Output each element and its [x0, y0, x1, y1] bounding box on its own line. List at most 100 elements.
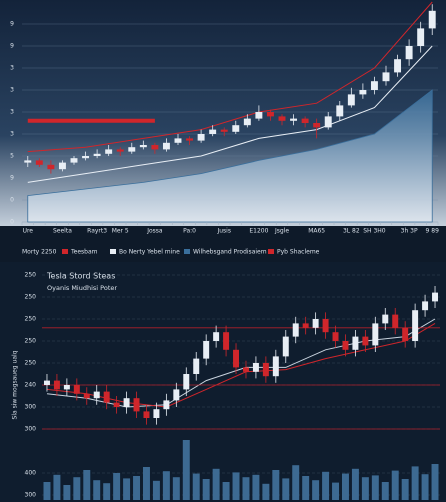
volume-bar: [371, 475, 379, 500]
volume-bar: [381, 482, 389, 500]
y-tick-label: 250: [25, 272, 37, 279]
candle-body: [382, 314, 389, 324]
volume-bar: [411, 466, 419, 500]
y-tick-label: 300: [25, 404, 37, 411]
volume-bar: [272, 470, 280, 500]
candle-body: [243, 118, 251, 126]
line: [27, 1, 433, 153]
y-tick-label: 3: [10, 87, 14, 94]
volume-bar: [332, 482, 340, 500]
candle-body: [163, 400, 170, 410]
y-tick-label: 5: [10, 153, 14, 160]
y-tick-label: 250: [25, 338, 37, 345]
volume-bar: [162, 471, 170, 500]
candle-body: [53, 380, 60, 390]
candle-body: [174, 138, 182, 143]
candle-body: [282, 336, 289, 357]
candle-body: [342, 341, 349, 350]
x-tick-label: 3h 3P: [401, 228, 418, 235]
candle-body: [223, 332, 230, 350]
legend-title: Morty 2250: [22, 249, 57, 256]
candle-body: [332, 332, 339, 341]
legend-label: Bo Nerty Yebel mine: [119, 249, 180, 256]
legend-swatch: [110, 249, 116, 254]
candle-body: [312, 319, 319, 328]
x-tick-label: Ure: [23, 228, 34, 235]
volume-bar: [232, 472, 240, 500]
x-tick-label: Mer 5: [112, 228, 129, 235]
candle-body: [302, 323, 309, 328]
candle-body: [432, 292, 439, 302]
volume-bar: [152, 480, 160, 500]
y-tick-label: 300: [25, 492, 37, 499]
candle-body: [133, 398, 140, 412]
candle-body: [405, 46, 413, 60]
volume-bar: [113, 473, 121, 500]
candle-body: [63, 385, 70, 390]
x-tick-label: Jusis: [216, 228, 231, 235]
candle-body: [186, 138, 194, 141]
candle-body: [272, 356, 279, 377]
candle-body: [242, 367, 249, 372]
x-tick-label: Pa:0: [183, 228, 196, 235]
volume-bar: [182, 440, 190, 500]
candle-body: [213, 332, 220, 341]
candle-body: [232, 125, 240, 132]
volume-bar: [322, 471, 330, 500]
candle-body: [352, 336, 359, 350]
candle-body: [347, 94, 355, 106]
legend-swatch: [184, 249, 190, 254]
candle-body: [47, 164, 55, 170]
candle-body: [336, 105, 344, 117]
candle-body: [162, 142, 170, 150]
x-tick-label: 9 89: [426, 228, 440, 235]
candle-body: [113, 402, 120, 407]
volume-bar: [192, 473, 200, 500]
volume-bar: [53, 474, 61, 500]
volume-bar: [391, 470, 399, 500]
candle-body: [43, 380, 50, 385]
candle-body: [193, 358, 200, 374]
x-tick-label: Seelta: [53, 228, 72, 235]
volume-bar: [431, 464, 439, 500]
candle-body: [422, 301, 429, 311]
legend-label: Pyb Shacleme: [277, 249, 320, 256]
volume-bar: [361, 477, 369, 500]
candle-body: [35, 160, 43, 165]
x-tick-label: SH 3H0: [363, 228, 386, 235]
candle-body: [417, 28, 425, 46]
candle-body: [266, 112, 274, 117]
legend-swatch: [268, 249, 274, 254]
candle-body: [143, 411, 150, 418]
y-tick-label: 300: [25, 426, 37, 433]
volume-bar: [421, 474, 429, 500]
volume-bar: [262, 483, 270, 500]
candle-body: [362, 336, 369, 346]
y-tick-label: 9: [10, 21, 14, 28]
y-tick-label: 250: [25, 360, 37, 367]
x-tick-label: Rayrt3: [87, 228, 107, 235]
candle-body: [292, 323, 299, 337]
x-tick-label: E1200: [249, 228, 268, 235]
candle-body: [183, 374, 190, 390]
y-tick-label: 9: [10, 175, 14, 182]
candle-body: [123, 398, 130, 407]
volume-bar: [83, 470, 91, 500]
x-tick-label: Jossa: [146, 228, 163, 235]
area: [27, 89, 433, 223]
volume-bar: [43, 482, 51, 500]
y-tick-label: 3: [10, 109, 14, 116]
candle-body: [278, 116, 286, 121]
y-tick-label: 250: [25, 294, 37, 301]
candle-body: [105, 149, 113, 154]
candle-body: [372, 323, 379, 346]
candle-body: [252, 363, 259, 372]
candle-body: [301, 118, 309, 123]
candle-body: [209, 129, 217, 134]
candle-body: [412, 310, 419, 341]
y-tick-label: 250: [25, 316, 37, 323]
y-tick-label: 0: [10, 219, 14, 226]
volume-bar: [351, 468, 359, 500]
